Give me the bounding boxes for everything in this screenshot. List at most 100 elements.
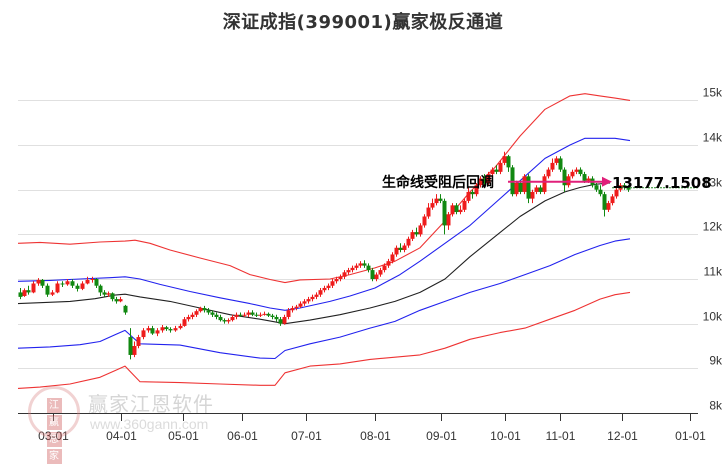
candle-body [526, 176, 531, 199]
x-tick-label: 07-01 [291, 429, 322, 443]
candle-body [178, 325, 183, 329]
candle-body [26, 290, 31, 293]
candle-body [346, 270, 351, 273]
candle-body [238, 314, 243, 316]
price-label: 13177.1508 [612, 174, 712, 192]
candle-body [614, 189, 619, 197]
candle-body [626, 187, 631, 190]
candle-body [530, 191, 535, 199]
candle-body [550, 162, 555, 170]
candle-body [502, 156, 507, 163]
candle-body [242, 314, 247, 316]
candle-body [474, 185, 479, 195]
candle-body [378, 270, 383, 275]
candle-body [45, 285, 50, 295]
candle-body [514, 183, 519, 195]
candle-body [123, 305, 128, 313]
candle-body [102, 292, 107, 295]
candle-body [494, 169, 499, 172]
candle-body [270, 315, 275, 317]
annotation-layer: 生命线受阻后回调 13177.1508 [382, 174, 712, 192]
candle-body [462, 200, 467, 210]
candle-body [290, 308, 295, 311]
candle-body [554, 158, 559, 163]
candle-body [442, 200, 447, 226]
candle-body [234, 314, 239, 317]
candle-body [210, 312, 215, 315]
candle-body [458, 209, 463, 213]
candle-body [222, 320, 227, 322]
candle-body [418, 225, 423, 235]
candle-body [402, 245, 407, 250]
candle-body [282, 316, 287, 324]
annotation-text: 生命线受阻后回调 [382, 174, 494, 191]
candle-body [510, 167, 515, 195]
candle-body [582, 174, 587, 181]
y-tick-label: 14k [703, 131, 723, 145]
candle-body [466, 191, 471, 201]
candle-body [118, 299, 123, 302]
candle-body [60, 283, 65, 285]
x-axis: 03-01 04-01 05-01 06-01 07-01 08-01 09-01 10-01… [18, 413, 706, 443]
chart-title: 深证成指(399001)赢家极反通道 [222, 12, 504, 33]
candle-body [334, 279, 339, 282]
candle-body [430, 203, 435, 208]
candle-body [450, 205, 455, 215]
candle-body [478, 178, 483, 186]
channel-bands [17, 93, 631, 389]
candle-body [410, 232, 415, 239]
candle-body [398, 247, 403, 250]
candle-body [94, 279, 99, 286]
candle-body [202, 308, 207, 311]
candle-body [426, 207, 431, 217]
candle-body [362, 263, 367, 266]
candle-body [558, 158, 563, 170]
candle-body [354, 265, 359, 268]
candle-body [394, 247, 399, 255]
candle-body [350, 267, 355, 271]
logo-char: 家 [46, 449, 62, 464]
candle-body [262, 313, 267, 315]
arrow-head-icon [602, 176, 612, 187]
candle-body [110, 293, 115, 300]
candle-body [522, 176, 527, 192]
y-tick-label: 11k [704, 265, 723, 279]
x-tick-label: 03-01 [38, 429, 69, 443]
candle-body [80, 283, 85, 289]
candle-body [366, 265, 371, 271]
candle-body [278, 319, 283, 324]
candle-body [168, 329, 173, 331]
candle-body [382, 265, 387, 271]
candle-body [85, 279, 90, 284]
candle-body [594, 185, 599, 190]
candle-body [538, 187, 543, 192]
candle-body [322, 287, 327, 291]
candle-body [438, 198, 443, 201]
candle-body [298, 303, 303, 307]
candle-body [106, 293, 111, 295]
candle-body [294, 306, 299, 309]
candle-body [150, 328, 155, 334]
candle-body [374, 274, 379, 280]
candle-body [141, 330, 146, 338]
x-tick-label: 06-01 [227, 429, 258, 443]
candle-body [214, 314, 219, 317]
y-tick-label: 15k [703, 86, 723, 100]
candle-body [173, 328, 178, 331]
candle-body [570, 171, 575, 177]
x-tick-label: 11-01 [546, 429, 576, 443]
candle-body [90, 279, 95, 281]
candle-body [274, 316, 279, 320]
band-outer_lower [17, 291, 631, 389]
candle-body [18, 292, 23, 297]
candle-body [254, 314, 259, 316]
candle-body [326, 285, 331, 288]
x-tick-label: 01-01 [675, 429, 706, 443]
y-tick-label: 12k [703, 220, 723, 234]
candle-body [258, 314, 263, 316]
candle-body [422, 216, 427, 226]
candle-body [160, 327, 165, 331]
x-tick-label: 09-01 [426, 429, 457, 443]
candle-body [286, 310, 291, 317]
candle-body [114, 299, 119, 302]
